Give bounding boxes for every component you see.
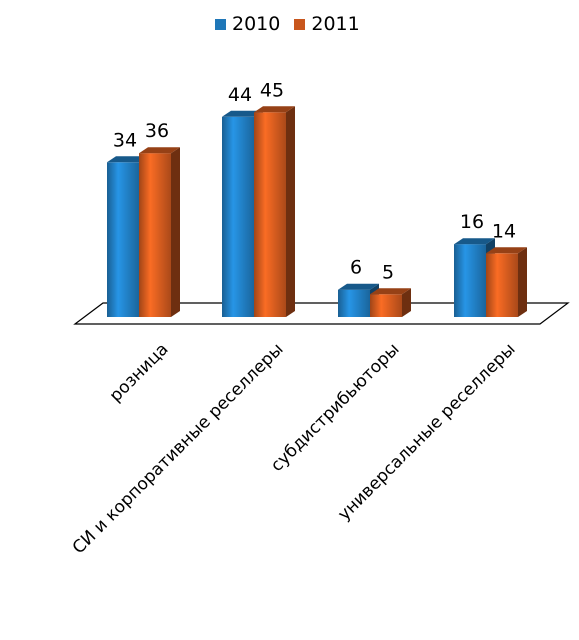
bar-1-0 <box>222 116 254 317</box>
bar-1-1 <box>254 112 286 317</box>
legend-swatch-2010 <box>215 18 226 30</box>
bar-top-2-0 <box>338 283 379 290</box>
data-label-2-1: 5 <box>382 261 394 283</box>
bar-side-1-1 <box>286 106 295 317</box>
data-label-0-0: 34 <box>113 129 137 151</box>
category-label-1: СИ и корпоративные реселлеры <box>69 339 288 558</box>
bar-top-1-0 <box>222 110 263 117</box>
bar-2-0 <box>338 289 370 317</box>
data-label-2-0: 6 <box>350 257 362 279</box>
bar-top-3-0 <box>454 238 495 245</box>
chart-legend: 2010 2011 <box>215 13 374 35</box>
bar-0-1 <box>139 153 171 317</box>
data-label-3-0: 16 <box>460 211 484 233</box>
bar-top-0-0 <box>107 156 148 163</box>
bar-3-1 <box>486 253 518 317</box>
data-label-1-0: 44 <box>228 84 252 106</box>
legend-item-2011: 2011 <box>294 13 360 35</box>
bar-0-0 <box>107 162 139 317</box>
bar-side-3-1 <box>518 247 527 317</box>
data-label-1-1: 45 <box>260 79 284 101</box>
bar-top-1-1 <box>254 106 295 113</box>
bar-3-0 <box>454 244 486 317</box>
bar-side-2-1 <box>402 288 411 317</box>
legend-item-2010: 2010 <box>215 13 280 35</box>
data-label-0-1: 36 <box>145 120 169 142</box>
chart-floor <box>73 302 570 325</box>
bar-top-3-1 <box>486 247 527 254</box>
bar-top-2-1 <box>370 288 411 295</box>
legend-label-2010: 2010 <box>232 13 281 35</box>
legend-swatch-2011 <box>294 18 306 30</box>
bar-side-0-1 <box>171 147 180 317</box>
bar-2-1 <box>370 294 402 317</box>
category-label-0: розница <box>106 339 173 406</box>
data-label-3-1: 14 <box>492 220 516 242</box>
legend-label-2011: 2011 <box>311 13 360 35</box>
category-label-2: субдистрибьюторы <box>267 339 404 476</box>
bar-top-0-1 <box>139 147 180 154</box>
